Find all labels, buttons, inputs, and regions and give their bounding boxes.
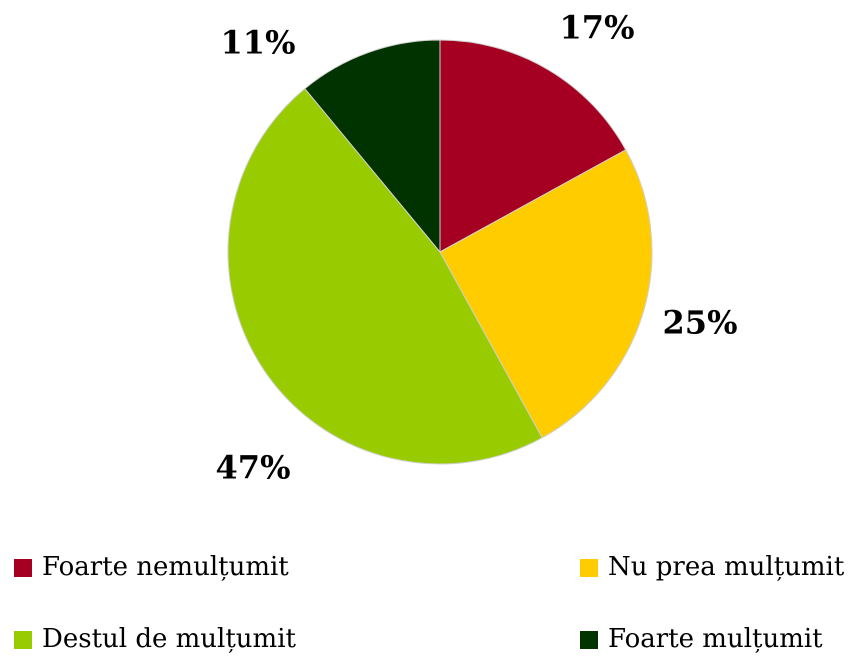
legend-swatch <box>580 631 598 649</box>
legend-swatch <box>580 559 598 577</box>
legend-swatch <box>14 559 32 577</box>
legend-label: Foarte mulțumit <box>608 624 823 654</box>
legend-label: Foarte nemulțumit <box>42 552 289 582</box>
pie-slice <box>227 87 543 465</box>
value-label: 11% <box>221 24 296 62</box>
pie-slice <box>304 39 441 254</box>
pie-slice <box>439 39 627 253</box>
value-label: 47% <box>216 449 291 487</box>
pie-slice <box>439 149 653 439</box>
value-label: 17% <box>560 9 635 47</box>
legend-label: Nu prea mulțumit <box>608 552 845 582</box>
legend-label: Destul de mulțumit <box>42 624 297 654</box>
value-label: 25% <box>663 304 738 342</box>
legend-swatch <box>14 631 32 649</box>
